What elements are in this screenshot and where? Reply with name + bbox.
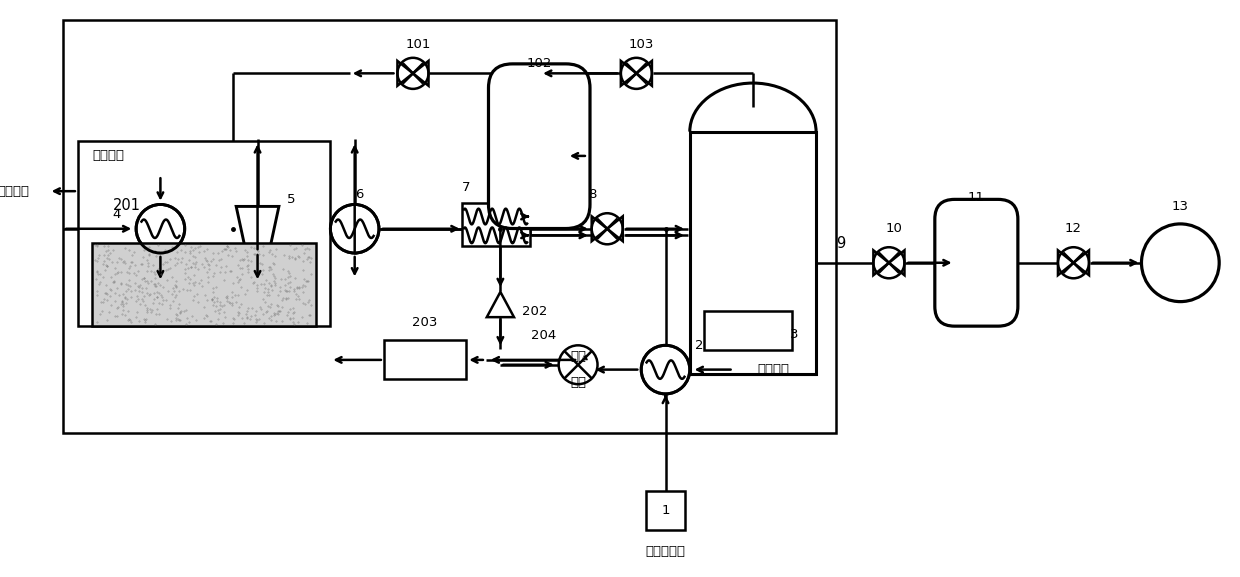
Text: 外界环境: 外界环境 xyxy=(0,185,30,198)
Text: 13: 13 xyxy=(1172,200,1189,213)
Text: 101: 101 xyxy=(405,38,430,51)
Polygon shape xyxy=(636,61,652,86)
Text: 2: 2 xyxy=(696,339,704,352)
Polygon shape xyxy=(591,216,608,241)
Polygon shape xyxy=(1074,250,1089,275)
Circle shape xyxy=(330,204,379,253)
Text: 6: 6 xyxy=(356,188,363,201)
Text: 外界: 外界 xyxy=(570,350,587,364)
Text: 202: 202 xyxy=(522,305,547,318)
FancyBboxPatch shape xyxy=(935,200,1018,326)
Circle shape xyxy=(641,345,689,394)
Text: 12: 12 xyxy=(1065,222,1083,235)
Text: 5: 5 xyxy=(288,193,296,206)
Bar xyxy=(63,20,836,433)
Polygon shape xyxy=(487,292,515,317)
Polygon shape xyxy=(236,207,279,251)
Polygon shape xyxy=(398,61,413,86)
Text: 201: 201 xyxy=(113,198,140,213)
Text: 10: 10 xyxy=(885,222,903,235)
Text: 3: 3 xyxy=(790,328,799,341)
Text: 4: 4 xyxy=(113,208,120,220)
Text: 冲压空气: 冲压空气 xyxy=(93,149,124,162)
Bar xyxy=(646,491,684,530)
Circle shape xyxy=(559,345,598,384)
Polygon shape xyxy=(608,216,622,241)
Text: 环境: 环境 xyxy=(570,376,587,389)
Text: 204: 204 xyxy=(532,329,557,342)
Text: 7: 7 xyxy=(463,181,471,194)
Text: 9: 9 xyxy=(836,236,844,251)
Circle shape xyxy=(1142,224,1219,302)
Bar xyxy=(704,312,792,350)
Text: 103: 103 xyxy=(629,38,653,51)
Text: 冲压空气: 冲压空气 xyxy=(758,363,790,376)
Text: 203: 203 xyxy=(413,316,438,329)
Text: 发动机引气: 发动机引气 xyxy=(646,545,686,558)
Text: 102: 102 xyxy=(527,57,552,70)
Bar xyxy=(461,203,529,246)
Text: 8: 8 xyxy=(589,188,596,201)
Polygon shape xyxy=(873,250,889,275)
Polygon shape xyxy=(413,61,429,86)
FancyBboxPatch shape xyxy=(489,64,590,228)
Bar xyxy=(93,243,316,326)
Circle shape xyxy=(136,204,185,253)
Bar xyxy=(384,340,466,379)
Polygon shape xyxy=(889,250,904,275)
Polygon shape xyxy=(1058,250,1074,275)
Text: 1: 1 xyxy=(661,504,670,517)
Polygon shape xyxy=(621,61,636,86)
Text: 11: 11 xyxy=(968,191,985,204)
Bar xyxy=(689,132,816,374)
Bar xyxy=(78,141,330,326)
